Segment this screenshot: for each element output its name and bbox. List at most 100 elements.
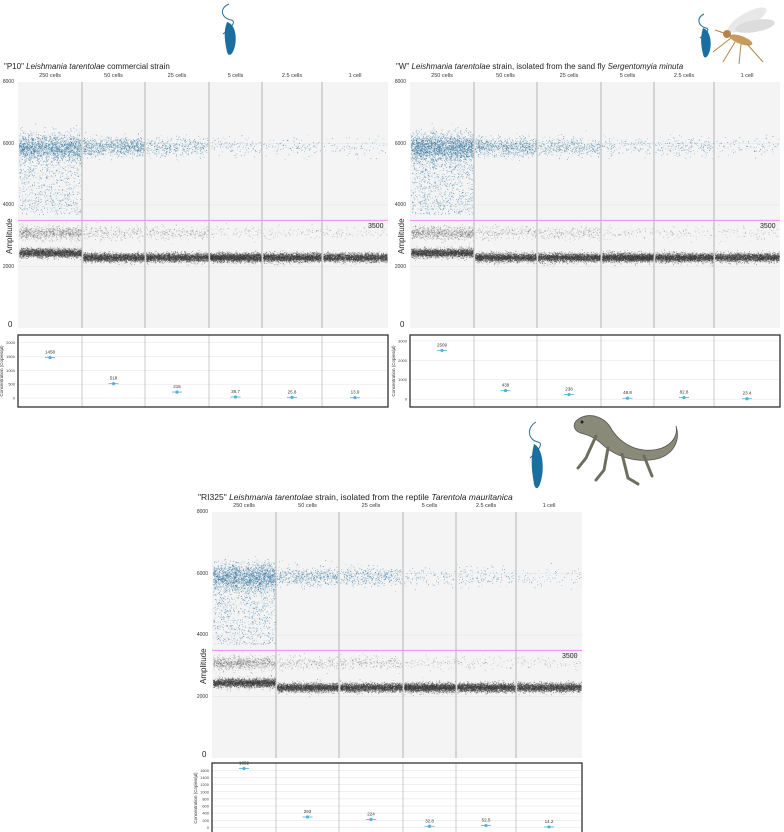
conc-point — [682, 395, 686, 400]
conc-point — [175, 390, 179, 394]
panel-title: "RI325" Leishmania tarentolae strain, is… — [198, 492, 513, 502]
conc-data-label: 82.8 — [680, 390, 689, 395]
conc-data-label: 518 — [110, 376, 118, 381]
conc-y-axis-label: Concentration (Copies/µl) — [193, 772, 198, 824]
y-tick-label: 6000 — [196, 570, 208, 577]
conc-data-label: 38.7 — [231, 389, 240, 394]
conc-point — [567, 392, 571, 397]
conc-y-tick-label: 0 — [207, 825, 210, 830]
y-tick-label: 4000 — [196, 632, 208, 638]
conc-y-tick-label: 2000 — [6, 340, 16, 345]
threshold-label: 3500 — [562, 653, 578, 661]
conc-data-label: 13.9 — [351, 390, 360, 395]
conc-point — [233, 395, 238, 399]
conc-y-tick-label: 600 — [202, 804, 209, 809]
conc-y-tick-label: 200 — [202, 818, 209, 823]
conc-y-axis-label: Concentration (Copies/µl) — [0, 345, 4, 397]
conc-data-label: 25.8 — [288, 389, 297, 394]
conc-y-tick-label: 400 — [202, 811, 209, 816]
column-label: 1 cell — [740, 73, 754, 79]
conc-data-label: 1458 — [45, 350, 56, 355]
conc-point — [48, 355, 52, 360]
title-part: commercial strain — [104, 62, 170, 71]
y-axis-label: Amplitude — [5, 218, 14, 255]
conc-data-label: 238 — [565, 387, 573, 392]
conc-point — [484, 823, 488, 828]
conc-point — [427, 824, 432, 828]
conc-point — [625, 396, 630, 400]
leishmania-parasite-icon — [222, 3, 236, 55]
y-tick-label: 2000 — [394, 263, 406, 270]
conc-data-label: 48.8 — [623, 390, 632, 395]
conc-y-tick-label: 1400 — [200, 775, 210, 780]
conc-data-label: 23.4 — [743, 391, 752, 396]
title-part: "W" — [396, 62, 412, 71]
column-label: 250 cells — [233, 503, 255, 509]
conc-data-label: 14.2 — [545, 819, 554, 824]
conc-y-tick-label: 1000 — [200, 789, 210, 794]
y-tick-label: 8000 — [394, 79, 406, 85]
conc-y-tick-label: 3000 — [398, 338, 408, 343]
column-label: 5 cells — [227, 73, 244, 79]
conc-point — [369, 817, 373, 822]
title-part: Tarentola mauritanica — [431, 492, 513, 502]
conc-y-tick-label: 800 — [202, 796, 209, 801]
conc-point — [440, 348, 444, 353]
column-label: 25 cells — [559, 73, 579, 79]
y-axis-label: Amplitude — [199, 648, 208, 685]
column-label: 50 cells — [104, 73, 123, 79]
title-part: Leishmania tarentolae — [26, 62, 105, 71]
droplet-scatter-plot — [212, 512, 582, 758]
column-label: 2.5 cells — [281, 73, 303, 79]
threshold-label: 3500 — [368, 223, 384, 231]
y-tick-label: 8000 — [2, 79, 14, 85]
threshold-label: 3500 — [760, 223, 776, 231]
conc-data-label: 2509 — [437, 342, 448, 347]
column-label: 250 cells — [431, 73, 453, 79]
y-tick-label: 6000 — [394, 140, 406, 147]
column-label: 1 cell — [542, 503, 556, 509]
conc-y-tick-label: 1200 — [200, 782, 210, 787]
y-tick-label: 4000 — [2, 202, 14, 208]
conc-y-axis-label: Concentration (Copies/µl) — [391, 345, 396, 397]
column-label: 25 cells — [167, 73, 187, 79]
y-tick-label: 2000 — [196, 693, 208, 700]
panel-title: "W" Leishmania tarentolae strain, isolat… — [396, 62, 683, 71]
column-label: 5 cells — [619, 73, 636, 79]
droplet-scatter-plot — [18, 82, 388, 328]
column-label: 25 cells — [361, 503, 381, 509]
title-part: strain, isolated from the reptile — [312, 492, 432, 502]
column-label: 2.5 cells — [475, 503, 497, 509]
title-part: Sergentomyia minuta — [607, 62, 684, 71]
title-part: Leishmania tarentolae — [229, 492, 313, 502]
column-labels: 250 cells 50 cells 25 cells 5 cells 2.5 cell… — [18, 73, 388, 81]
title-part: strain, isolated from the sand fly — [490, 62, 608, 71]
conc-data-label: 439 — [502, 383, 510, 388]
conc-point — [290, 395, 294, 399]
conc-y-tick-label: 0 — [405, 397, 408, 402]
y-tick-label: 4000 — [394, 202, 406, 208]
y-tick-label: 0 — [8, 320, 13, 329]
conc-point — [353, 396, 357, 400]
leishmania-parasite-icon — [529, 421, 543, 489]
conc-y-tick-label: 1500 — [6, 354, 16, 359]
conc-data-label: 224 — [367, 811, 375, 816]
conc-point — [305, 815, 310, 819]
conc-frame — [211, 762, 583, 832]
conc-y-tick-label: 500 — [8, 382, 15, 387]
gecko-icon — [573, 415, 678, 486]
y-tick-label: 6000 — [2, 140, 14, 147]
conc-y-tick-label: 1600 — [200, 768, 210, 773]
column-label: 2.5 cells — [673, 73, 695, 79]
column-label: 1 cell — [348, 73, 362, 79]
conc-point — [111, 382, 116, 386]
concentration-chart: 0 200 400 600 800 1000 1200 1400 1600Concentrati… — [193, 760, 583, 832]
droplet-scatter-plot — [410, 82, 780, 328]
title-part: "RI325" — [198, 492, 230, 502]
y-tick-label: 8000 — [196, 509, 208, 515]
conc-point — [547, 825, 551, 829]
conc-y-tick-label: 1000 — [6, 368, 16, 373]
conc-point — [242, 766, 246, 771]
title-part: "P10" — [4, 62, 27, 71]
